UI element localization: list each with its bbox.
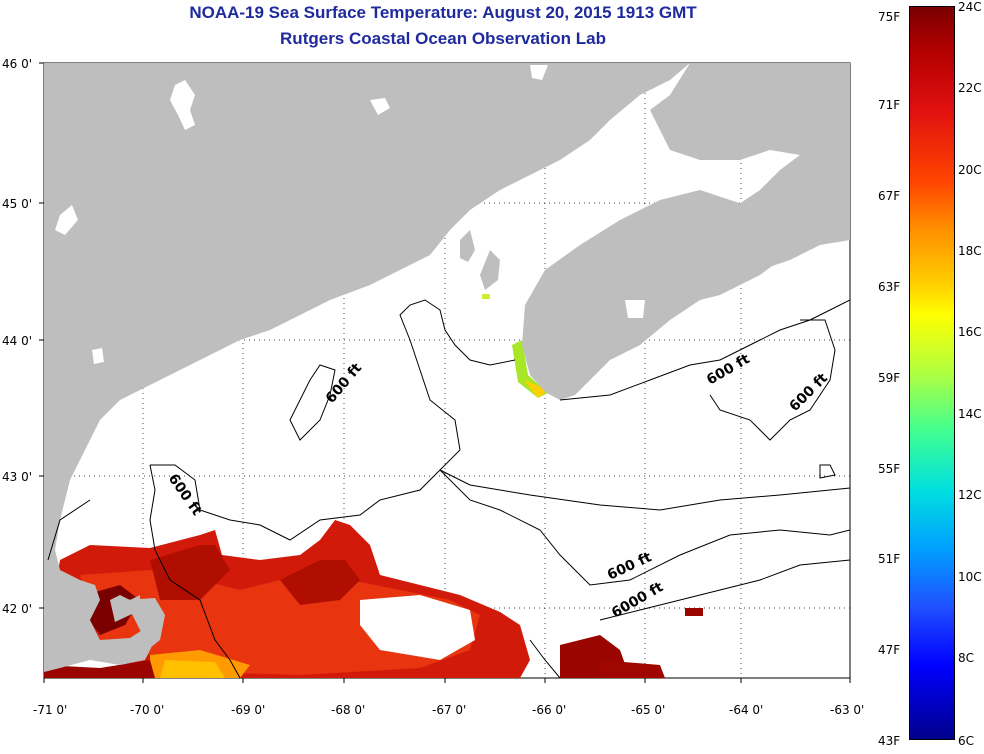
lat-label: 43 0' — [2, 470, 32, 484]
colorbar-c-label: 14C — [958, 407, 982, 421]
map-subtitle: Rutgers Coastal Ocean Observation Lab — [280, 29, 606, 48]
lat-label: 42 0' — [2, 602, 32, 616]
lon-label: -66 0' — [532, 703, 566, 717]
lat-label: 44 0' — [2, 334, 32, 348]
temperature-colorbar — [909, 6, 955, 740]
depth-contours — [47, 299, 850, 678]
land — [44, 63, 850, 672]
colorbar-f-label: 63F — [878, 280, 901, 294]
colorbar-c-label: 24C — [958, 0, 982, 14]
colorbar-f-label: 43F — [878, 734, 901, 748]
colorbar-f-label: 67F — [878, 189, 901, 203]
colorbar-f-label: 59F — [878, 371, 901, 385]
colorbar-c-label: 12C — [958, 488, 982, 502]
colorbar-f-label: 47F — [878, 643, 901, 657]
lon-label: -65 0' — [631, 703, 665, 717]
colorbar-f-label: 71F — [878, 98, 901, 112]
lat-label: 45 0' — [2, 197, 32, 211]
lon-label: -67 0' — [432, 703, 466, 717]
frame-ticks — [39, 62, 851, 683]
lon-label: -71 0' — [33, 703, 67, 717]
lakes — [55, 65, 645, 364]
colorbar-c-label: 22C — [958, 81, 982, 95]
colorbar-c-label: 20C — [958, 163, 982, 177]
colorbar-c-label: 10C — [958, 570, 982, 584]
colorbar-f-label: 51F — [878, 552, 901, 566]
lon-label: -69 0' — [231, 703, 265, 717]
map-title: NOAA-19 Sea Surface Temperature: August … — [189, 3, 697, 22]
colorbar-c-label: 18C — [958, 244, 982, 258]
colorbar-c-label: 16C — [958, 325, 982, 339]
colorbar-f-label: 55F — [878, 462, 901, 476]
colorbar-c-label: 8C — [958, 651, 975, 665]
lat-label: 46 0' — [2, 57, 32, 71]
colorbar-c-label: 6C — [958, 734, 975, 748]
lon-label: -64 0' — [729, 703, 763, 717]
lon-label: -70 0' — [130, 703, 164, 717]
lon-label: -68 0' — [331, 703, 365, 717]
sst-map: 600 ft 600 ft 600 ft 600 ft 600 ft 6000 … — [2, 57, 864, 717]
colorbar-f-label: 75F — [878, 10, 901, 24]
lon-label: -63 0' — [830, 703, 864, 717]
